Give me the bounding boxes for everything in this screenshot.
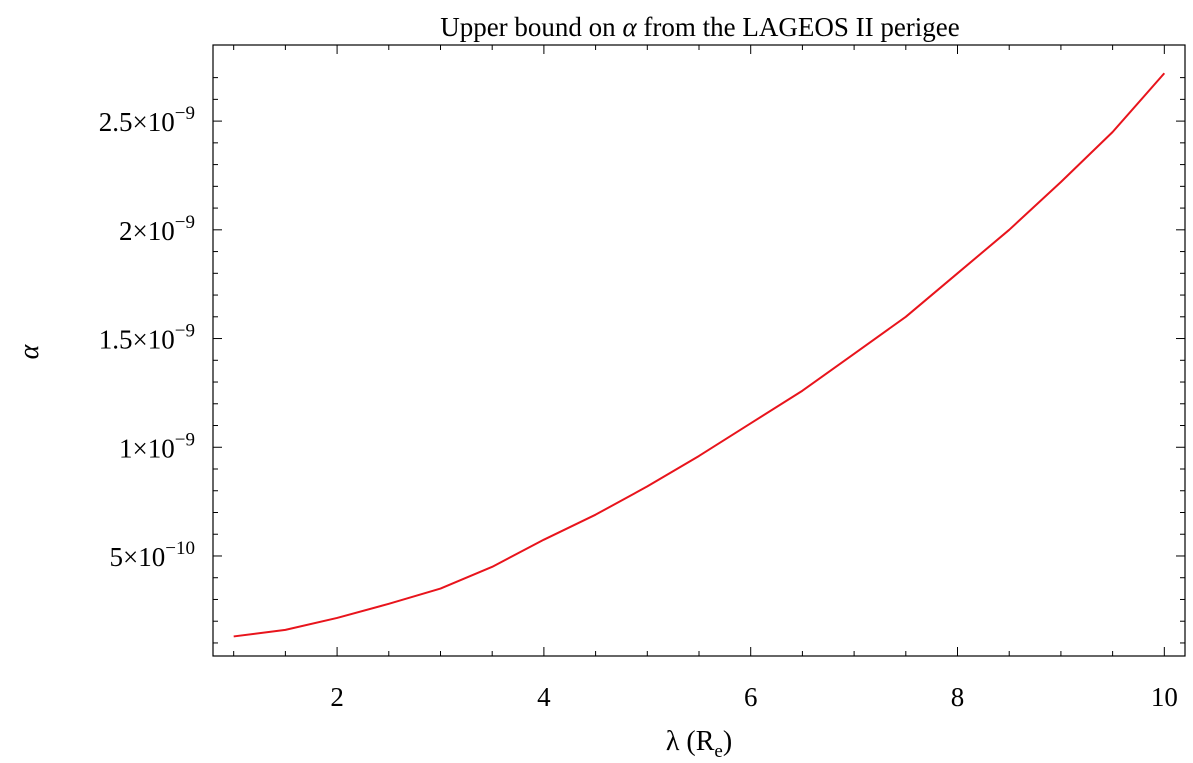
y-tick-label: 5×10−10 <box>110 538 195 572</box>
x-tick-label: 2 <box>330 682 344 712</box>
plot-frame <box>212 44 1186 657</box>
y-axis-ticks: 5×10−10 1×10−9 1.5×10−9 2×10−9 2.5×10−9 <box>99 77 1185 644</box>
x-tick-label: 6 <box>744 682 758 712</box>
x-tick-label: 8 <box>951 682 965 712</box>
x-axis-label: λ (Re) <box>666 726 732 762</box>
chart-title: Upper bound on α from the LAGEOS II peri… <box>440 12 960 42</box>
x-axis-ticks: 2 4 6 8 10 <box>233 45 1178 712</box>
y-tick-label: 1×10−9 <box>119 429 195 463</box>
x-tick-label: 4 <box>537 682 551 712</box>
series-line <box>233 72 1166 638</box>
series-layer <box>233 72 1166 638</box>
y-tick-label: 2×10−9 <box>119 212 195 246</box>
y-axis-label: α <box>14 343 45 359</box>
y-tick-label: 1.5×10−9 <box>99 321 195 355</box>
x-tick-label: 10 <box>1151 682 1178 712</box>
y-tick-label: 2.5×10−9 <box>99 103 195 137</box>
